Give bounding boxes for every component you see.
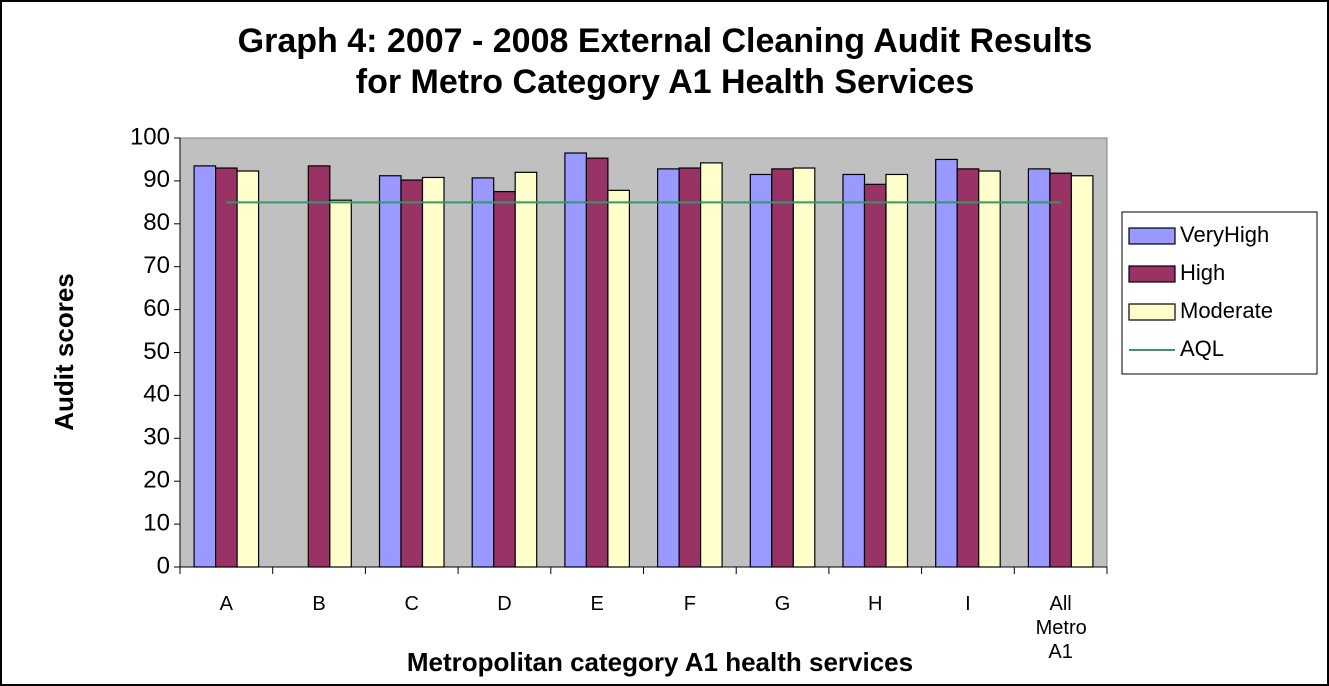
- bar: [400, 179, 424, 568]
- x-tick-label: C: [404, 593, 419, 615]
- bar: [656, 168, 680, 568]
- x-tick-label: All Metro A1: [1035, 593, 1087, 663]
- legend-swatch: [1128, 303, 1176, 321]
- y-tick-label: 90: [143, 166, 170, 193]
- bar: [771, 168, 794, 568]
- bar: [885, 173, 909, 568]
- bar: [471, 177, 495, 568]
- legend-label: AQL: [1180, 336, 1224, 361]
- bar: [493, 191, 516, 568]
- x-axis-title: Metropolitan category A1 health services: [407, 647, 913, 677]
- y-tick-label: 20: [143, 467, 170, 494]
- x-tick-label: D: [497, 593, 512, 615]
- chart-subtitle: for Metro Category A1 Health Services: [356, 63, 975, 101]
- y-tick-label: 80: [143, 209, 170, 236]
- chart-title: Graph 4: 2007 - 2008 External Cleaning A…: [238, 22, 1093, 60]
- bar: [863, 183, 887, 568]
- y-tick-label: 10: [143, 509, 170, 536]
- legend-label: Moderate: [1180, 298, 1273, 323]
- bar: [935, 158, 958, 568]
- bar: [378, 175, 402, 568]
- bar: [514, 171, 538, 568]
- bar: [678, 167, 702, 568]
- x-tick-label: G: [774, 593, 791, 615]
- bar: [956, 168, 980, 568]
- bar: [1049, 172, 1073, 568]
- bar: [585, 157, 609, 568]
- bar: [215, 167, 238, 568]
- y-tick-label: 0: [157, 552, 170, 579]
- bar: [1027, 168, 1051, 568]
- legend-label: High: [1180, 260, 1225, 285]
- x-tick-label: E: [590, 593, 604, 615]
- bar: [978, 170, 1001, 568]
- bar: [564, 152, 588, 568]
- x-tick-label: A: [219, 593, 234, 615]
- bar: [1070, 175, 1094, 568]
- bar: [842, 173, 866, 568]
- bar: [307, 165, 331, 568]
- bar: [236, 170, 260, 568]
- y-tick-label: 60: [143, 295, 170, 322]
- legend-swatch: [1128, 265, 1176, 283]
- x-tick-label: H: [868, 593, 883, 615]
- bar: [193, 165, 217, 568]
- y-tick-label: 50: [143, 338, 170, 365]
- legend-swatch: [1128, 227, 1176, 245]
- legend-label: VeryHigh: [1180, 222, 1269, 247]
- x-tick-label: F: [683, 593, 696, 615]
- bar: [607, 189, 631, 568]
- x-tick-label: I: [965, 593, 971, 615]
- y-tick-label: 40: [143, 381, 170, 408]
- y-tick-label: 70: [143, 252, 170, 279]
- bar: [749, 173, 773, 568]
- y-tick-label: 30: [143, 424, 170, 451]
- bar: [792, 167, 816, 568]
- bar: [699, 162, 723, 568]
- y-axis-title: Audit scores: [49, 273, 79, 431]
- y-tick-label: 100: [130, 123, 170, 150]
- bar: [421, 176, 445, 568]
- bar: [329, 199, 352, 568]
- x-tick-label: B: [312, 593, 326, 615]
